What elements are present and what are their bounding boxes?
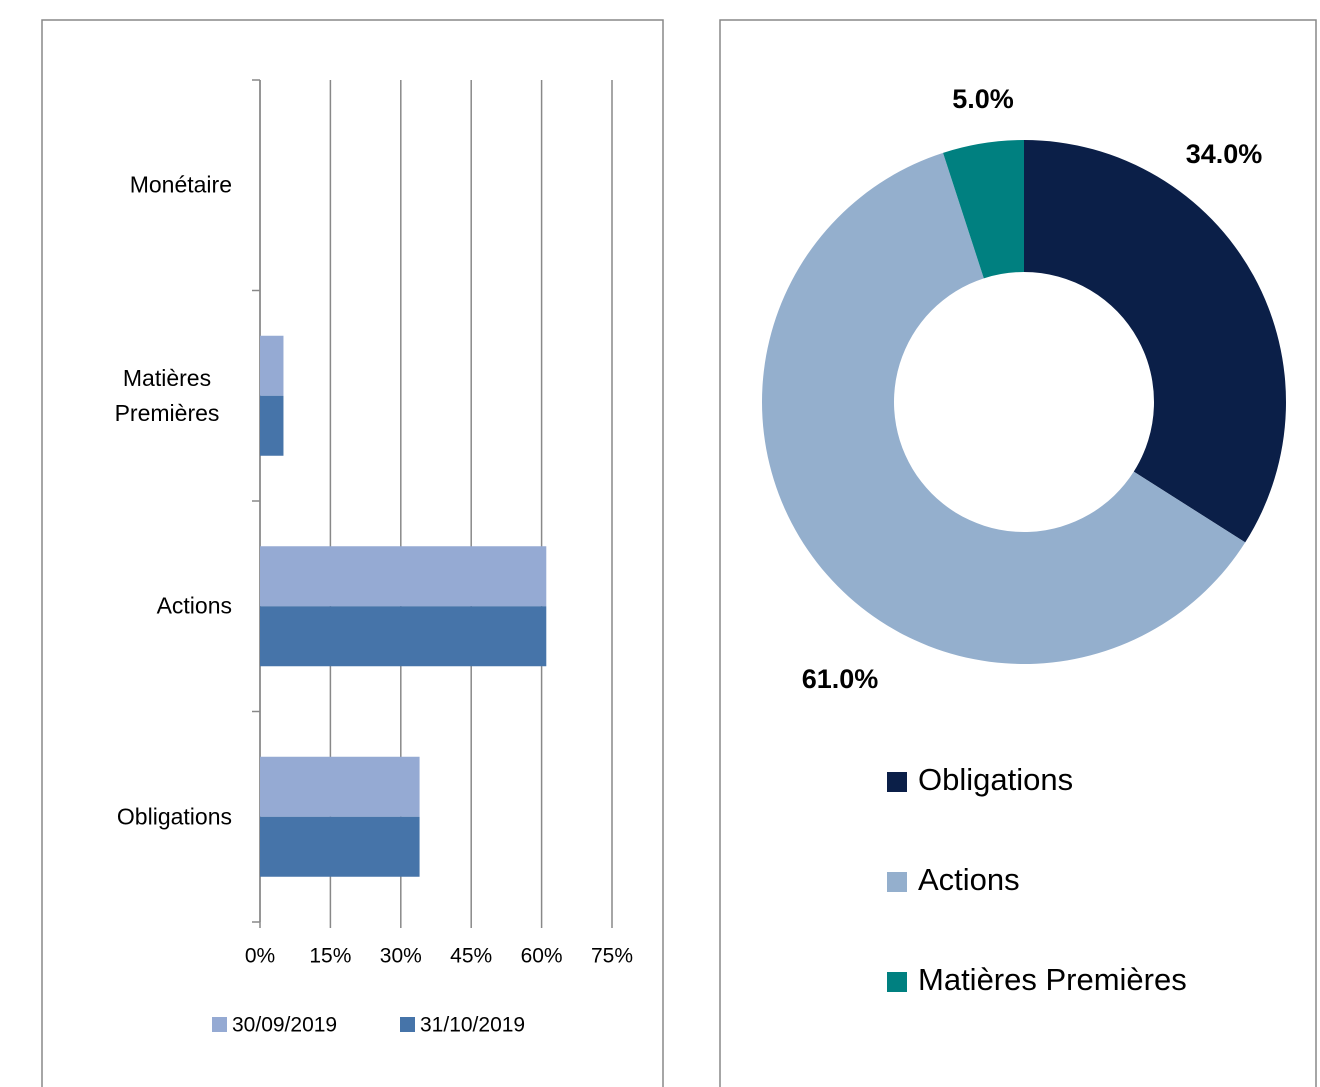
y-tick-label: Actions (156, 592, 232, 619)
category-label-box: Actions (32, 589, 232, 624)
donut-slice (761, 152, 1246, 665)
bar (260, 816, 420, 877)
x-tick-label: 45% (450, 945, 492, 968)
data-label: 34.0% (1186, 139, 1263, 169)
y-tick-label: Matières Premières (114, 364, 220, 426)
legend-label: 31/10/2019 (420, 1014, 525, 1037)
x-tick-label: 60% (521, 945, 563, 968)
category-label-box: Obligations (32, 799, 232, 834)
legend-label: Matières Premières (918, 962, 1187, 997)
bar (260, 395, 284, 456)
left-panel (41, 19, 664, 1087)
x-tick-label: 30% (380, 945, 422, 968)
data-label: 61.0% (802, 664, 879, 694)
category-label-box: Matières Premières (32, 361, 232, 431)
y-tick-label: Monétaire (129, 171, 232, 198)
y-tick-label: Obligations (116, 803, 232, 830)
legend-label: Actions (918, 862, 1020, 897)
x-tick-label: 75% (591, 945, 633, 968)
x-tick-label: 0% (245, 945, 275, 968)
donut-slice (943, 140, 1024, 279)
bar (260, 606, 547, 667)
legend-label: Obligations (918, 762, 1073, 797)
legend-swatch (400, 1017, 415, 1032)
bar (260, 546, 547, 607)
data-label: 5.0% (952, 84, 1014, 114)
legend-swatch (887, 872, 907, 892)
legend-swatch (887, 972, 907, 992)
legend-swatch (212, 1017, 227, 1032)
legend-swatch (887, 772, 907, 792)
bar (260, 756, 420, 817)
donut-slice (1024, 140, 1286, 543)
x-tick-label: 15% (309, 945, 351, 968)
legend-label: 30/09/2019 (232, 1014, 337, 1037)
bar (260, 335, 284, 396)
category-label-box: Monétaire (32, 168, 232, 203)
right-panel (719, 19, 1317, 1087)
